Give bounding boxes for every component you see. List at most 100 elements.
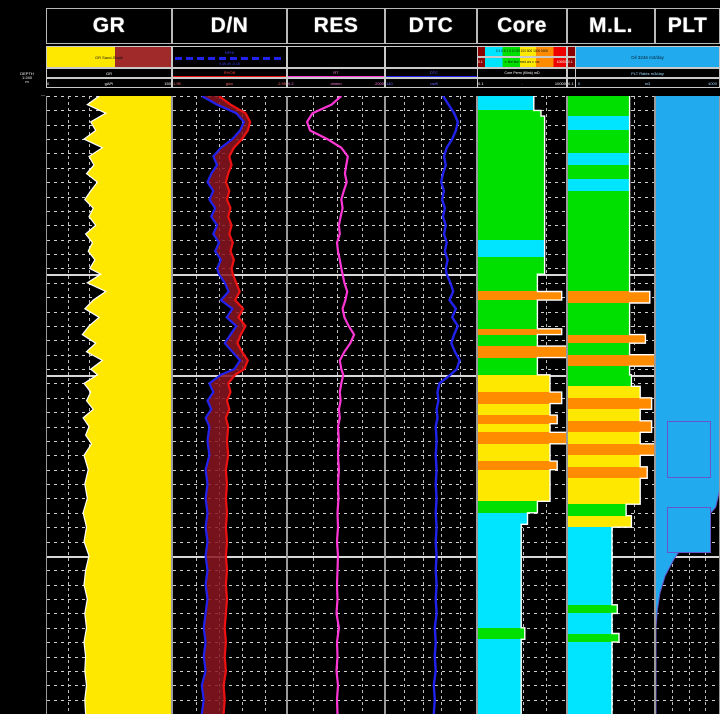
horizontal-gridline <box>288 139 384 141</box>
header-text: 10000 <box>554 81 566 86</box>
rhob-curve <box>218 96 252 714</box>
facies-band <box>568 179 630 191</box>
facies-band <box>478 274 538 292</box>
header-text: 0 <box>47 81 50 86</box>
horizontal-gridline <box>288 412 384 414</box>
horizontal-gridline <box>288 527 384 529</box>
facies-band <box>568 613 612 634</box>
facies-band <box>478 96 534 111</box>
header-text: RT <box>333 70 339 75</box>
horizontal-gridline <box>386 239 476 241</box>
nphi-curve <box>200 96 246 714</box>
horizontal-gridline <box>386 498 476 500</box>
horizontal-gridline <box>386 354 476 356</box>
horizontal-gridline <box>288 469 384 471</box>
track-dtc[interactable] <box>385 96 477 714</box>
header-text: gAPI <box>104 81 114 86</box>
horizontal-gridline <box>288 167 384 169</box>
header-text: Core Perm (Klink) mD <box>504 71 540 75</box>
vertical-gridline <box>313 96 314 714</box>
core-header-scale1: 0.1 0.5 1 5 10 50 100 500 1000 5000 <box>477 46 567 57</box>
facies-band <box>568 478 641 505</box>
horizontal-gridline <box>478 685 566 687</box>
horizontal-gridline <box>478 584 566 586</box>
track-title-plt[interactable]: PLT <box>655 8 720 44</box>
horizontal-gridline <box>288 225 384 227</box>
plt-rate-block[interactable] <box>667 420 711 479</box>
track-gr[interactable] <box>46 96 172 714</box>
horizontal-gridline <box>288 96 384 97</box>
facies-band <box>478 392 562 404</box>
facies-band <box>478 374 550 393</box>
facies-band <box>568 274 630 292</box>
horizontal-gridline <box>656 670 719 672</box>
facies-band <box>568 443 654 456</box>
facies-band <box>478 461 558 470</box>
res-curve <box>305 96 356 714</box>
track-title-dtc[interactable]: DTC <box>385 8 477 44</box>
facies-band <box>568 366 630 375</box>
track-res[interactable] <box>287 96 385 714</box>
track-title-ml[interactable]: M.L. <box>567 8 655 44</box>
header-text: 0.1 <box>478 60 483 64</box>
horizontal-gridline <box>656 599 719 601</box>
horizontal-gridline <box>386 599 476 601</box>
horizontal-gridline <box>173 527 286 529</box>
header-text: 0.1 <box>568 81 574 86</box>
header-text: 0.1 <box>478 81 484 86</box>
track-ml[interactable] <box>567 96 655 714</box>
horizontal-gridline <box>288 426 384 428</box>
horizontal-gridline <box>288 440 384 442</box>
horizontal-gridline <box>173 325 286 327</box>
horizontal-gridline <box>386 196 476 198</box>
track-dn[interactable] <box>172 96 287 714</box>
log-header-band: DEPTH 1:240 m GR D/N RES DTC Core M.L. PLT GR … <box>0 0 720 96</box>
facies-band <box>478 357 538 375</box>
plt-rates-colorband: Oil 3246 m3/day <box>575 46 720 68</box>
curve-layer <box>305 96 356 714</box>
zone-boundary <box>386 274 476 277</box>
header-text: 2000 <box>375 81 384 86</box>
header-text: 0.1 <box>568 60 573 64</box>
facies-band <box>568 116 630 131</box>
dn-header-curves: NPHI 0.45 v/v -0.15 <box>172 46 287 68</box>
horizontal-gridline <box>173 124 286 126</box>
horizontal-gridline <box>173 541 286 543</box>
horizontal-gridline <box>173 656 286 658</box>
horizontal-gridline <box>288 484 384 486</box>
header-text: RHOB <box>223 70 236 75</box>
plt-rate-block[interactable] <box>667 507 711 554</box>
track-title-dn[interactable]: D/N <box>172 8 287 44</box>
horizontal-gridline <box>173 670 286 672</box>
depth-header-line3: m <box>25 79 29 84</box>
track-core[interactable] <box>477 96 567 714</box>
track-title-res[interactable]: RES <box>287 8 385 44</box>
gr-header-colorbar: GR Sand-Shale <box>46 46 172 68</box>
plt-rates-scale_mid: m3 <box>644 81 651 86</box>
header-text: GR <box>106 71 112 76</box>
horizontal-gridline <box>656 627 719 629</box>
facies-band <box>568 291 650 303</box>
horizontal-gridline <box>173 642 286 644</box>
track-title-gr[interactable]: GR <box>46 8 172 44</box>
facies-band <box>478 524 522 556</box>
header-text: 140 <box>386 81 393 86</box>
horizontal-gridline <box>288 599 384 601</box>
horizontal-gridline <box>386 383 476 385</box>
facies-band <box>568 642 612 714</box>
plt-rates-scale_left: 0 <box>578 81 581 86</box>
gr-header-name: GR <box>46 68 172 78</box>
horizontal-gridline <box>288 196 384 198</box>
header-text: 40 <box>386 81 482 86</box>
horizontal-gridline <box>386 642 476 644</box>
track-title-core[interactable]: Core <box>477 8 567 44</box>
facies-band <box>478 116 545 240</box>
zone-boundary <box>288 555 384 558</box>
horizontal-gridline <box>288 153 384 155</box>
header-text: 1.95 <box>173 81 181 86</box>
track-plt-rates[interactable] <box>655 96 720 714</box>
facies-band <box>478 291 562 301</box>
dtc-header-blank <box>385 46 483 68</box>
facies-band <box>568 455 641 467</box>
